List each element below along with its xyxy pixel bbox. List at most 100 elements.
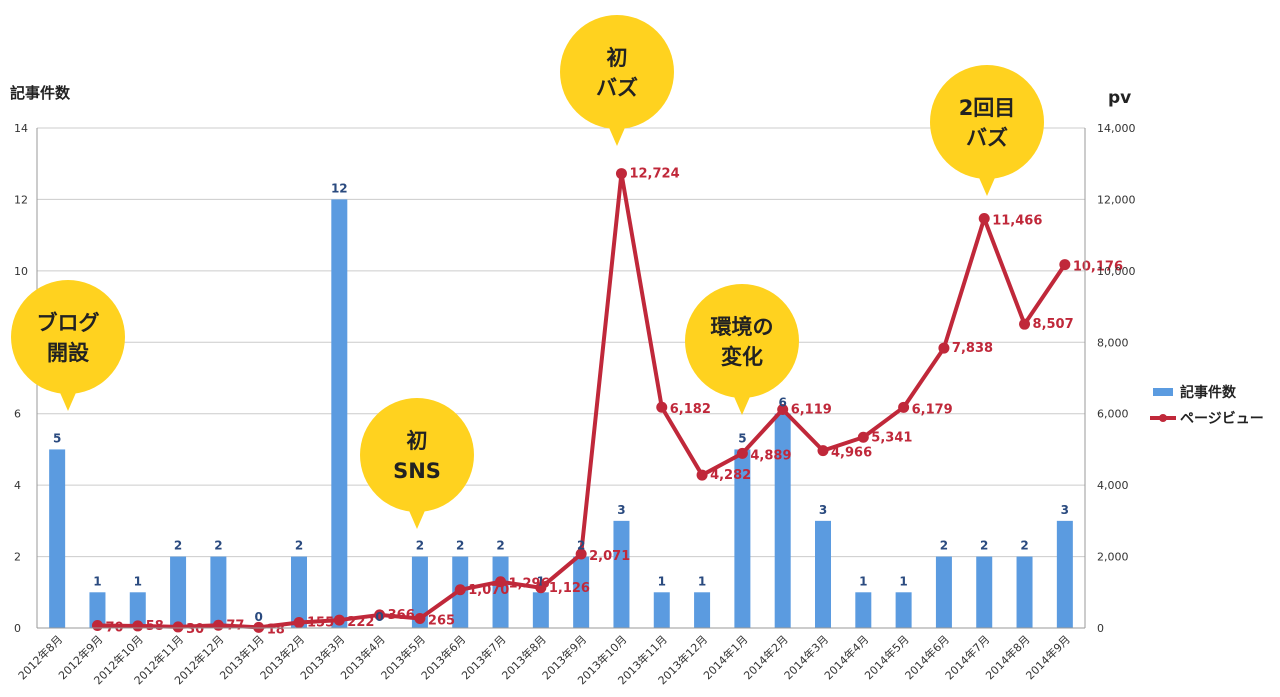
bubble-text-line: ブログ	[37, 311, 100, 335]
bar	[855, 592, 872, 628]
pageview-value-label: 366	[388, 608, 415, 623]
pageview-value-label: 6,179	[912, 402, 953, 417]
bar	[1016, 556, 1033, 628]
bar-value-label: 2	[295, 539, 303, 553]
bar	[492, 556, 509, 628]
bar	[694, 592, 711, 628]
pageview-value-label: 12,724	[629, 167, 679, 182]
legend: 記事件数 ページビュー	[1150, 384, 1264, 427]
bar	[170, 556, 187, 628]
bar	[734, 449, 751, 628]
pageview-value-label: 6,119	[791, 402, 832, 417]
legend-swatch-marker	[1159, 414, 1167, 422]
bubble-text-line: 環境の	[711, 315, 774, 339]
bar	[1056, 520, 1073, 628]
bubble-text-line: 変化	[721, 345, 763, 369]
pageview-point	[535, 582, 547, 594]
bar-value-label: 0	[375, 610, 383, 624]
pageview-point	[938, 342, 950, 354]
bar-value-label: 2	[577, 539, 585, 553]
left-tick-label: 4	[14, 479, 21, 492]
bubble-pointer	[607, 123, 627, 146]
pageview-point	[172, 621, 184, 633]
pageview-value-label: 77	[226, 618, 244, 633]
pageview-value-label: 265	[428, 614, 455, 629]
pageview-point	[91, 620, 103, 631]
pageview-point	[333, 614, 345, 626]
left-tick-label: 12	[14, 193, 28, 206]
pageview-point	[777, 403, 789, 415]
bar-value-label: 5	[53, 431, 61, 445]
bubble-pointer	[732, 392, 752, 415]
bar-value-label: 1	[859, 574, 867, 588]
bubble-text-line: SNS	[393, 459, 441, 483]
legend-label-line: ページビュー	[1180, 411, 1264, 427]
pageview-point	[253, 621, 265, 633]
bar-value-label: 2	[214, 539, 222, 553]
pageview-value-label: 2,071	[589, 549, 630, 564]
pageview-point	[656, 401, 668, 413]
right-tick-label: 4,000	[1097, 479, 1129, 492]
pageview-point	[293, 616, 305, 628]
left-tick-label: 6	[14, 408, 21, 421]
bar-value-label: 1	[134, 574, 142, 588]
annotation-bubble-sns: 初 SNS	[360, 398, 474, 529]
bar-value-label: 5	[738, 431, 746, 445]
bar-value-label: 2	[496, 539, 504, 553]
bubble-pointer	[58, 388, 78, 411]
pageview-point	[898, 401, 910, 413]
left-axis-title: 記事件数	[10, 84, 71, 102]
bubble-pointer	[977, 173, 997, 196]
bar	[935, 556, 952, 628]
pageview-value-label: 7,838	[952, 341, 993, 356]
left-tick-label: 0	[14, 622, 21, 635]
bar-value-label: 12	[331, 181, 348, 195]
pageview-value-label: 222	[347, 615, 374, 630]
pageview-point	[132, 620, 144, 632]
pageview-value-label: 6,182	[670, 402, 711, 417]
left-tick-label: 10	[14, 265, 28, 278]
pageview-value-label: 1,126	[549, 581, 590, 596]
bar-value-label: 6	[779, 396, 787, 410]
pageview-value-label: 1,296	[509, 577, 550, 592]
bar-value-label: 2	[1020, 539, 1028, 553]
pageview-value-label: 11,466	[992, 214, 1042, 229]
bar-value-label: 2	[980, 539, 988, 553]
bubble-text-line: バズ	[596, 76, 638, 100]
pageview-value-label: 4,889	[750, 448, 791, 463]
bar	[129, 592, 146, 628]
gridlines	[37, 127, 1085, 558]
bubble-circle	[11, 280, 125, 394]
legend-label-bars: 記事件数	[1180, 384, 1237, 401]
bar	[815, 520, 831, 628]
bar-value-label: 3	[1061, 503, 1069, 517]
pageview-value-label: 5,341	[871, 430, 912, 445]
bar	[653, 592, 670, 628]
bubble-text-line: 2回目	[959, 96, 1016, 120]
pageview-point	[978, 213, 990, 224]
pageview-point	[1019, 318, 1031, 330]
right-tick-label: 12,000	[1097, 193, 1136, 206]
right-axis-title: pv	[1108, 88, 1131, 108]
bubble-text-line: バズ	[966, 126, 1008, 150]
bar-value-label: 1	[698, 574, 706, 588]
pageview-point	[575, 548, 587, 560]
bar	[411, 556, 428, 628]
annotation-bubble-buzz1: 初バズ	[560, 15, 674, 146]
bar-value-label: 1	[658, 574, 666, 588]
bar-value-label: 2	[416, 539, 424, 553]
bar	[774, 413, 791, 628]
pageview-value-label: 1,070	[468, 583, 509, 598]
bubble-circle	[685, 284, 799, 398]
pageview-point	[454, 584, 466, 596]
bar-value-label: 2	[174, 539, 182, 553]
pageview-point	[414, 613, 426, 625]
bar-value-label: 1	[537, 574, 545, 588]
pageview-point	[696, 469, 708, 481]
right-tick-label: 14,000	[1097, 122, 1136, 135]
legend-swatch-bars	[1153, 388, 1173, 396]
